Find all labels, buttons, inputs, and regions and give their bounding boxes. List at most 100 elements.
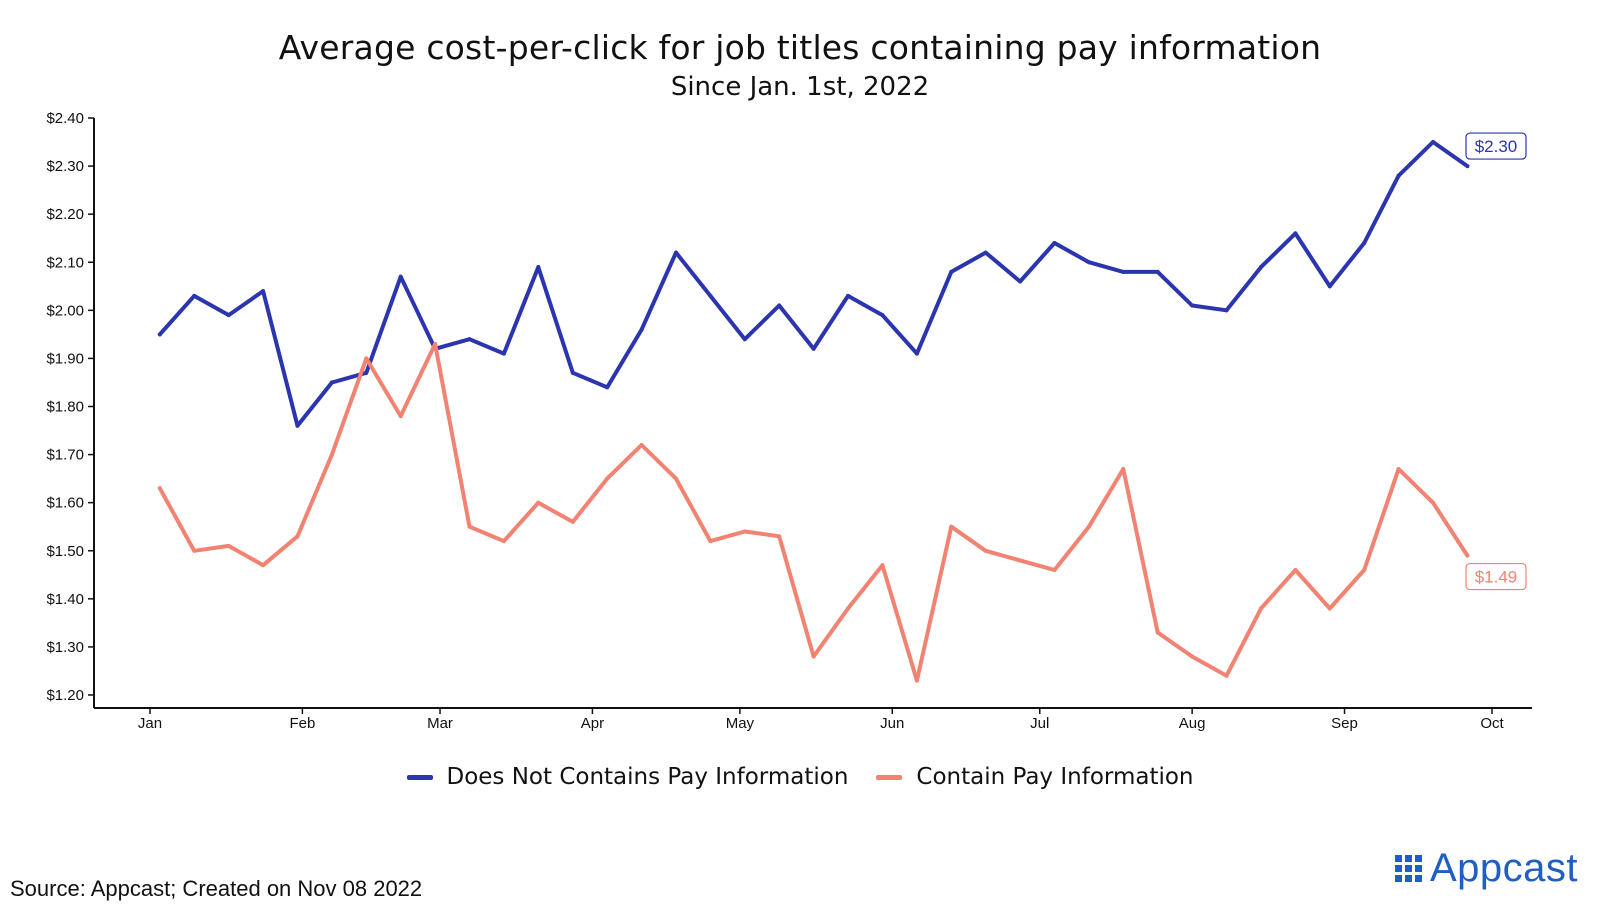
data-point: [846, 606, 851, 611]
logo-text: Appcast: [1429, 846, 1578, 890]
data-point: [157, 486, 162, 491]
end-label-text: $1.49: [1475, 568, 1518, 587]
appcast-logo: Appcast: [1394, 846, 1578, 891]
data-point: [157, 332, 162, 337]
data-point: [1190, 303, 1195, 308]
x-tick-label: Jul: [1030, 715, 1049, 732]
data-point: [226, 543, 231, 548]
end-label-no-pay: $2.30: [1465, 132, 1527, 160]
data-point: [364, 370, 369, 375]
data-point: [1086, 260, 1091, 265]
data-point: [329, 452, 334, 457]
y-tick-label: $2.20: [46, 206, 84, 223]
data-point: [295, 534, 300, 539]
data-point: [192, 293, 197, 298]
x-tick-label: Oct: [1480, 715, 1504, 732]
data-point: [1431, 500, 1436, 505]
y-tick-label: $1.90: [46, 350, 84, 367]
data-point: [1155, 269, 1160, 274]
data-point: [570, 370, 575, 375]
data-point: [1052, 241, 1057, 246]
end-label-box: [1465, 562, 1527, 591]
y-tick-label: $1.70: [46, 447, 84, 464]
data-point: [1224, 673, 1229, 678]
data-point: [1293, 567, 1298, 572]
data-point: [501, 539, 506, 544]
data-point: [570, 519, 575, 524]
data-point: [811, 346, 816, 351]
data-point: [983, 548, 988, 553]
data-point: [1018, 279, 1023, 284]
y-tick-label: $2.10: [46, 254, 84, 271]
data-point: [1258, 265, 1263, 270]
x-tick-label: May: [726, 715, 755, 732]
data-point: [639, 327, 644, 332]
data-point: [777, 534, 782, 539]
data-point: [1327, 606, 1332, 611]
data-point: [1258, 606, 1263, 611]
y-tick-label: $2.30: [46, 158, 84, 175]
y-tick-label: $1.50: [46, 543, 84, 560]
y-tick-label: $1.60: [46, 495, 84, 512]
data-point: [811, 654, 816, 659]
data-point: [1362, 241, 1367, 246]
data-point: [846, 293, 851, 298]
data-point: [1465, 164, 1470, 169]
data-point: [949, 524, 954, 529]
data-point: [777, 303, 782, 308]
data-point: [467, 524, 472, 529]
data-point: [605, 385, 610, 390]
legend-item-no-pay: Does Not Contains Pay Information: [406, 764, 848, 790]
x-tick-label: Mar: [427, 715, 453, 732]
series-line-pay: [157, 342, 1470, 683]
data-point: [1086, 524, 1091, 529]
data-point: [1327, 284, 1332, 289]
data-point: [364, 356, 369, 361]
data-point: [880, 563, 885, 568]
x-tick-label: Sep: [1331, 715, 1358, 732]
data-point: [295, 423, 300, 428]
data-point: [398, 274, 403, 279]
data-point: [914, 351, 919, 356]
data-point: [192, 548, 197, 553]
data-point: [605, 476, 610, 481]
data-point: [398, 414, 403, 419]
legend-swatch-pay: [876, 774, 903, 780]
y-tick-label: $1.30: [46, 639, 84, 656]
legend: Does Not Contains Pay Information Contai…: [0, 764, 1600, 790]
data-point: [673, 476, 678, 481]
chart-axes: $1.20 $1.30 $1.40 $1.50 $1.60 $1.70 $1.80 $1.90…: [46, 110, 1532, 732]
data-point: [1396, 467, 1401, 472]
logo-grid-icon: [1394, 855, 1422, 882]
data-point: [501, 351, 506, 356]
data-point: [1293, 231, 1298, 236]
data-point: [983, 250, 988, 255]
data-point: [639, 442, 644, 447]
y-tick-label: $1.20: [46, 687, 84, 704]
data-point: [708, 539, 713, 544]
x-tick-label: Jun: [880, 715, 904, 732]
data-point: [536, 500, 541, 505]
data-point: [1396, 173, 1401, 178]
legend-swatch-no-pay: [406, 774, 433, 780]
data-point: [1121, 467, 1126, 472]
chart-subtitle: Since Jan. 1st, 2022: [670, 72, 930, 102]
data-point: [949, 269, 954, 274]
y-tick-label: $2.40: [46, 110, 84, 127]
data-point: [536, 265, 541, 270]
data-point: [914, 678, 919, 683]
data-point: [226, 313, 231, 318]
data-point: [1018, 558, 1023, 563]
data-point: [433, 341, 438, 346]
data-point: [673, 250, 678, 255]
data-point: [1052, 567, 1057, 572]
chart-title: Average cost-per-click for job titles co…: [278, 28, 1322, 67]
end-label-box: [1465, 132, 1527, 160]
end-label-text: $2.30: [1475, 137, 1518, 156]
data-point: [1362, 567, 1367, 572]
series-layer: [157, 140, 1470, 683]
legend-item-pay: Contain Pay Information: [876, 764, 1194, 790]
data-point: [329, 380, 334, 385]
data-point: [1155, 630, 1160, 635]
